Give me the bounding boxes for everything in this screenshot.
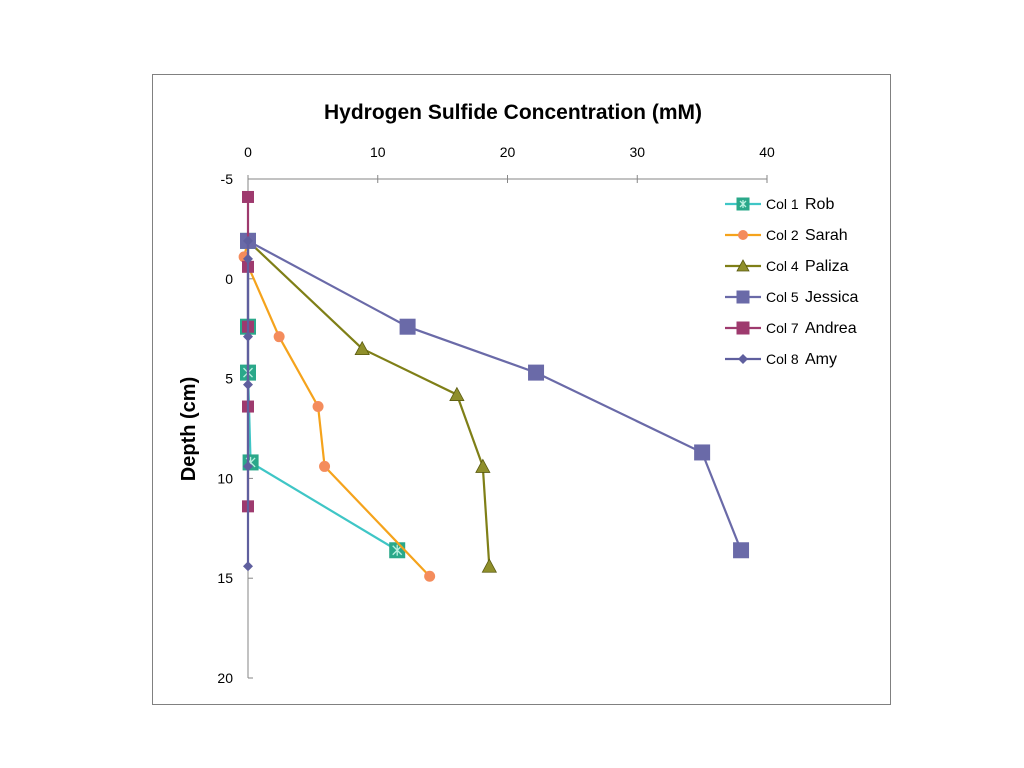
legend: Col 1 Rob Col 2 Sarah Col 4 Paliza Col 5 Jessic…: [725, 196, 858, 368]
data-point-col-2: [312, 401, 324, 413]
y-tick-label: 10: [217, 470, 233, 486]
legend-series-label: Paliza: [805, 258, 849, 275]
legend-series-label: Jessica: [805, 289, 858, 306]
x-tick-label: 20: [500, 144, 516, 160]
legend-series-name: Col 2: [766, 227, 799, 243]
data-point-col-5: [399, 318, 416, 335]
series-line-col-5: [247, 239, 743, 551]
y-tick-label: 5: [225, 371, 233, 387]
chart-frame: Hydrogen Sulfide Concentration (mM) 0 10 2…: [152, 74, 891, 705]
y-tick-label: 20: [217, 670, 233, 686]
legend-series-name: Col 8: [766, 351, 799, 367]
legend-series-label: Andrea: [805, 320, 857, 337]
series-line-col-4: [247, 240, 491, 567]
legend-marker-col-2: [738, 230, 748, 240]
legend-marker-col-1-cross: [739, 200, 747, 208]
x-tick-label: 0: [244, 144, 252, 160]
legend-series-label: Sarah: [805, 227, 848, 244]
legend-marker-col-5: [736, 290, 750, 304]
legend-series-name: Col 5: [766, 289, 799, 305]
legend-series-name: Col 4: [766, 258, 799, 274]
data-point-col-1-cross: [392, 544, 403, 556]
data-point-col-2: [273, 331, 285, 343]
chart-canvas: Hydrogen Sulfide Concentration (mM) 0 10 2…: [178, 101, 858, 686]
data-point-col-8: [243, 561, 253, 572]
data-point-col-8: [243, 253, 253, 264]
y-tick-label: 15: [217, 570, 233, 586]
data-point-col-4: [449, 386, 465, 401]
x-tick-label: 30: [629, 144, 645, 160]
data-point-col-2: [319, 460, 331, 472]
data-point-col-5: [733, 542, 750, 559]
series-line-col-2: [242, 240, 431, 577]
data-point-col-5: [528, 364, 545, 381]
data-point-col-4: [481, 558, 498, 573]
data-point-col-4: [354, 340, 370, 356]
x-tick-label: 10: [370, 144, 386, 160]
data-point-col-8: [243, 461, 253, 472]
plot-area: 0 10 20 30 40 -5 0 5 10 15 20: [217, 144, 775, 686]
data-point-col-8: [243, 379, 253, 390]
legend-marker-col-7: [736, 321, 750, 335]
series-line-col-1: [246, 240, 398, 552]
legend-marker-col-4: [736, 259, 750, 272]
data-point-col-8: [243, 331, 253, 342]
data-point-col-8: [243, 235, 253, 246]
data-point-col-4: [475, 458, 491, 473]
legend-series-name: Col 7: [766, 320, 799, 336]
x-tick-label: 40: [759, 144, 775, 160]
y-axis-title: Depth (cm): [178, 377, 200, 481]
legend-marker-col-8: [738, 354, 748, 364]
legend-series-name: Col 1: [766, 196, 799, 212]
data-point-col-5: [694, 444, 711, 461]
legend-series-label: Rob: [805, 196, 834, 213]
data-point-col-7: [242, 190, 254, 203]
y-tick-label: -5: [221, 171, 234, 187]
data-point-col-2: [424, 570, 436, 582]
legend-series-label: Amy: [805, 351, 837, 368]
chart-title: Hydrogen Sulfide Concentration (mM): [324, 101, 702, 124]
y-tick-label: 0: [225, 271, 233, 287]
